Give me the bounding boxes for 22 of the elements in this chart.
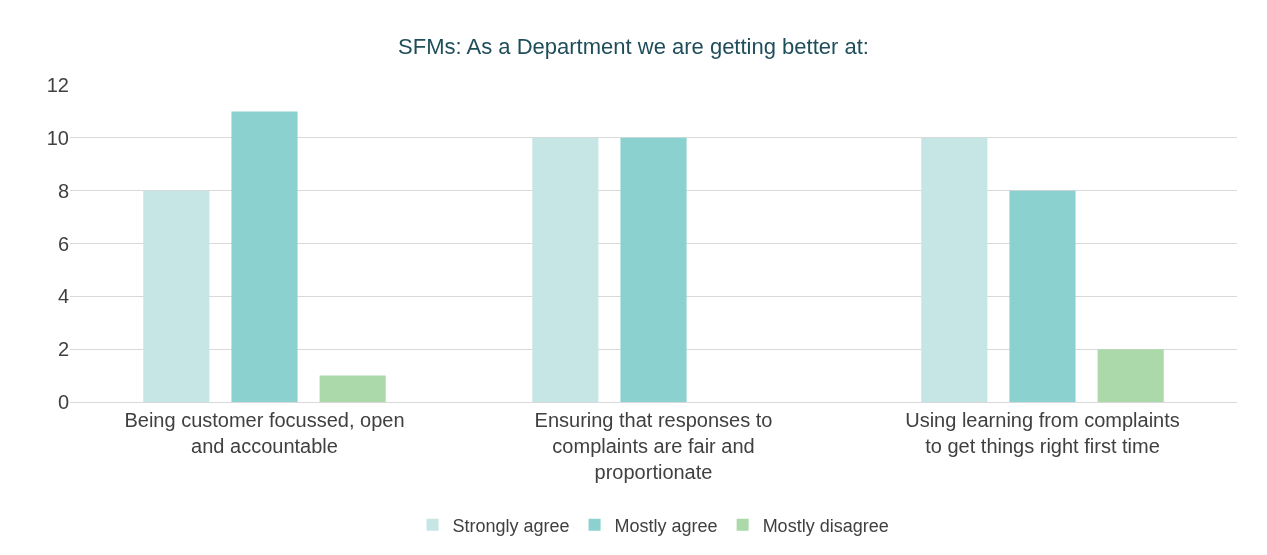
bar [143,190,210,402]
legend-label: Mostly disagree [762,515,889,536]
bar [231,111,298,402]
y-tick-label: 8 [57,179,69,202]
bar [532,137,599,402]
x-tick-label: Using learning from complaints to get things right first time [905,409,1180,457]
y-tick-label: 12 [46,74,69,96]
x-tick-label: Ensuring that responses to complaints are fair and proportionate [534,409,773,483]
y-tick-label: 4 [57,285,69,308]
legend-label: Strongly agree [452,515,570,536]
chart-title: SFMs: As a Department we are getting better at: [398,34,869,60]
x-tick-label: Being customer focussed, open and accountable [124,409,405,457]
legend-label: Mostly agree [614,515,718,536]
bar [319,375,386,402]
bar [620,137,687,402]
y-tick-label: 10 [46,126,69,149]
y-tick-label: 6 [57,232,69,255]
bar [1009,190,1076,402]
bar [1097,349,1164,402]
y-tick-label: 0 [57,391,69,413]
y-tick-label: 2 [57,338,69,361]
bar [921,137,988,402]
